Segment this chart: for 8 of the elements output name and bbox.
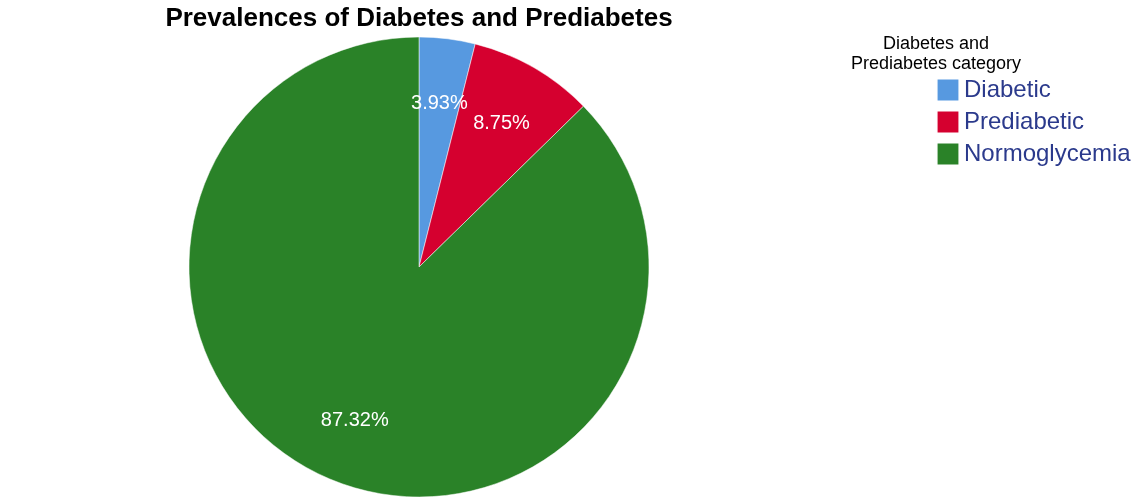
- legend-label: Prediabetic: [964, 107, 1085, 134]
- legend-label: Diabetic: [964, 75, 1051, 102]
- pie-slice: [188, 36, 650, 497]
- chart-title: Prevalences of Diabetes and Prediabetes: [165, 2, 673, 32]
- data-label: 87.32%: [320, 407, 389, 430]
- legend-label: Normoglycemia: [964, 139, 1132, 166]
- legend-title: Diabetes and Prediabetes category: [850, 33, 1022, 73]
- data-label: 8.75%: [473, 111, 531, 134]
